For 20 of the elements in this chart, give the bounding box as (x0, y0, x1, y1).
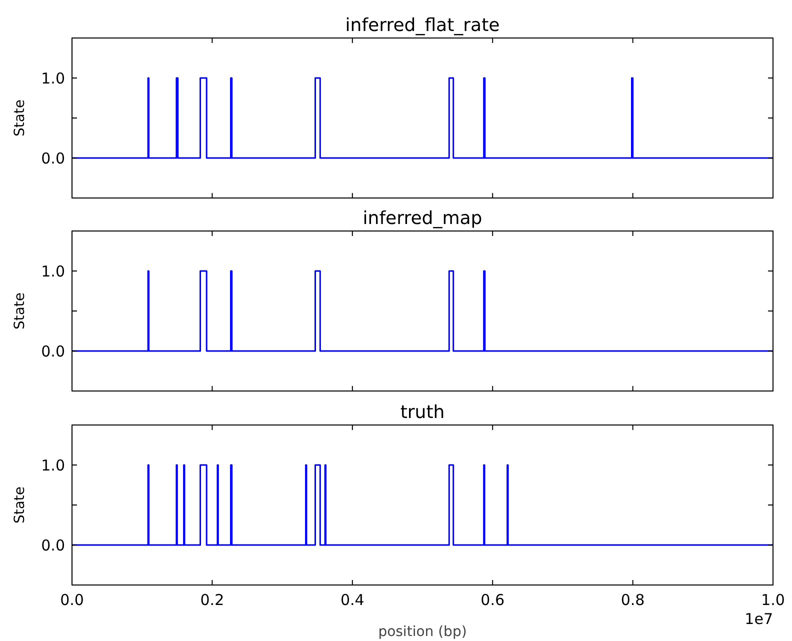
x-tick-label: 0.8 (620, 591, 645, 609)
y-tick-label: 0.0 (41, 536, 65, 554)
y-tick-label: 0.0 (41, 342, 65, 360)
x-tick-label: 0.2 (200, 591, 224, 609)
x-tick-label: 0.0 (60, 591, 84, 609)
y-tick-label: 1.0 (41, 456, 65, 474)
y-tick-label: 1.0 (41, 69, 65, 88)
y-tick-label: 0.0 (41, 149, 65, 168)
x-axis-title: position (bp) (378, 624, 467, 640)
text: 1e7 (744, 610, 773, 628)
y-axis-title: State (12, 292, 28, 330)
chart-title: inferred_map (362, 208, 482, 229)
y-axis-title: State (12, 486, 28, 524)
x-tick-label: 0.4 (340, 591, 364, 609)
y-axis-title: State (12, 99, 28, 137)
x-tick-label: 1.0 (761, 591, 785, 609)
chart-title: inferred_flat_rate (345, 15, 500, 36)
x-tick-label: 0.6 (480, 591, 505, 609)
chart-title: truth (400, 402, 445, 423)
y-tick-label: 1.0 (41, 262, 65, 280)
